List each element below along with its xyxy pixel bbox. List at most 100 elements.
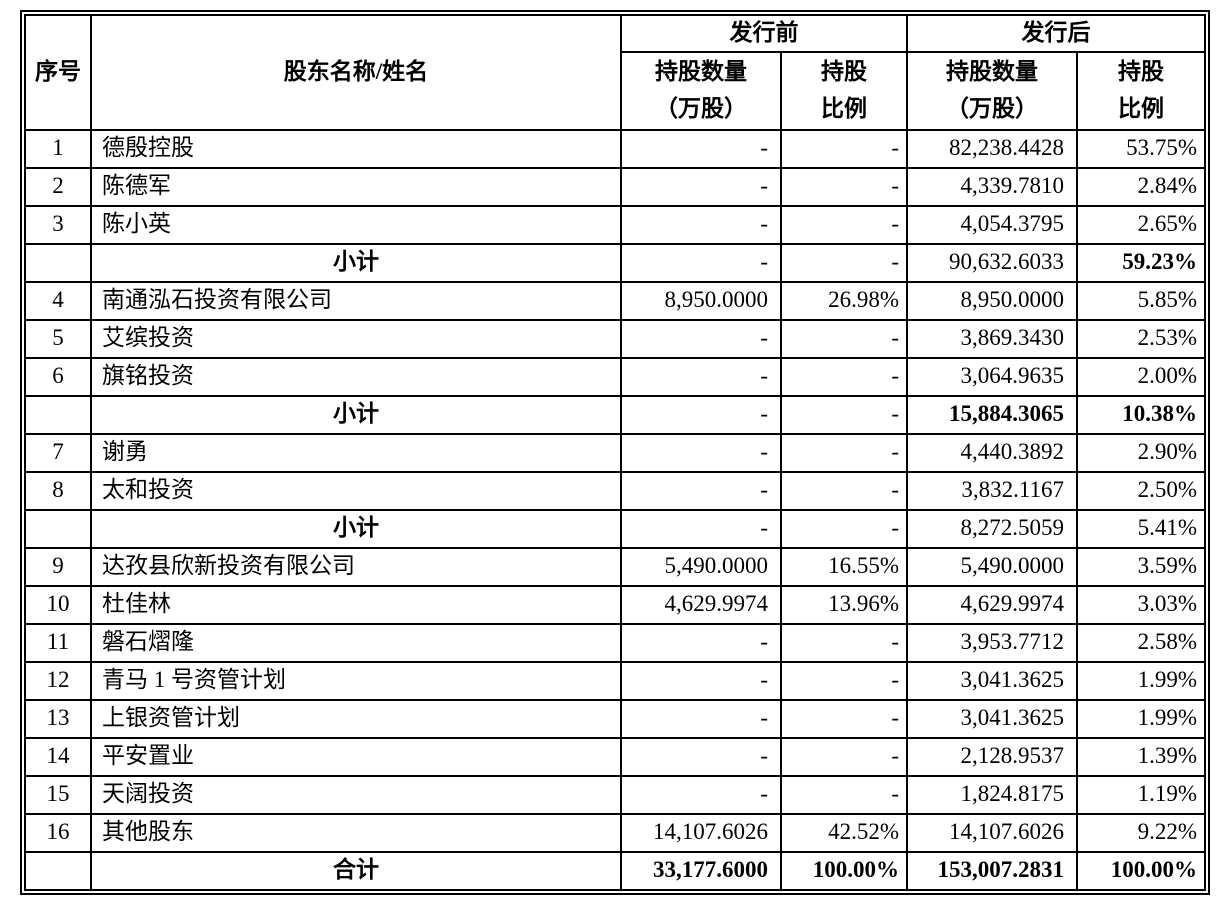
cell-name: 德殷控股: [90, 128, 622, 169]
cell-post-pct: 2.58%: [1076, 622, 1206, 663]
cell-post-pct: 2.00%: [1076, 356, 1206, 397]
cell-pre-qty: -: [620, 242, 782, 283]
cell-pre-qty: -: [620, 356, 782, 397]
table-row: 5 艾缤投资 - -3,869.3430 2.53%: [24, 318, 1206, 359]
cell-name: 南通泓石投资有限公司: [90, 280, 622, 321]
cell-no: 2: [24, 166, 92, 207]
cell-pre-qty: 4,629.9974: [620, 584, 782, 625]
cell-pre-qty: -: [620, 432, 782, 473]
header-post-group: 发行后: [906, 14, 1206, 53]
cell-name: 陈德军: [90, 166, 622, 207]
cell-pre-pct: -: [780, 318, 908, 359]
cell-no: 1: [24, 128, 92, 169]
cell-pre-pct: 100.00%: [780, 850, 908, 891]
cell-no: 8: [24, 470, 92, 511]
cell-post-qty: 15,884.3065: [906, 394, 1078, 435]
cell-post-pct: 100.00%: [1076, 850, 1206, 891]
cell-post-qty: 8,950.0000: [906, 280, 1078, 321]
table-row: 7 谢勇 - -4,440.3892 2.90%: [24, 432, 1206, 473]
table-row: 9 达孜县欣新投资有限公司 5,490.0000 16.55% 5,490.0000 3.…: [24, 546, 1206, 587]
shareholding-table: 序号 股东名称/姓名 发行前 发行后 持股数量 （万股） 持股 比例 持股数量 …: [24, 14, 1206, 891]
cell-post-pct: 2.53%: [1076, 318, 1206, 359]
cell-pre-pct: -: [780, 736, 908, 777]
cell-no: 6: [24, 356, 92, 397]
cell-pre-qty: -: [620, 318, 782, 359]
cell-post-pct: 2.65%: [1076, 204, 1206, 245]
cell-post-qty: 8,272.5059: [906, 508, 1078, 549]
cell-post-qty: 3,832.1167: [906, 470, 1078, 511]
table-row-subtotal: 小计 - -15,884.3065 10.38%: [24, 394, 1206, 435]
cell-pre-qty: 14,107.6026: [620, 812, 782, 853]
cell-post-pct: 5.85%: [1076, 280, 1206, 321]
cell-post-qty: 4,440.3892: [906, 432, 1078, 473]
cell-post-qty: 3,064.9635: [906, 356, 1078, 397]
cell-post-qty: 90,632.6033: [906, 242, 1078, 283]
cell-post-qty: 1,824.8175: [906, 774, 1078, 815]
cell-post-pct: 2.50%: [1076, 470, 1206, 511]
cell-name: 陈小英: [90, 204, 622, 245]
table-row: 2 陈德军 - -4,339.7810 2.84%: [24, 166, 1206, 207]
header-post-pct: 持股 比例: [1076, 50, 1206, 131]
cell-post-qty: 153,007.2831: [906, 850, 1078, 891]
header-sub-row: 持股数量 （万股） 持股 比例 持股数量 （万股） 持股 比例: [25, 50, 1206, 131]
cell-pre-qty: -: [620, 508, 782, 549]
cell-pre-qty: 33,177.6000: [620, 850, 782, 891]
table-row: 15 天阔投资 - -1,824.8175 1.19%: [24, 774, 1206, 815]
cell-pre-qty: -: [620, 166, 782, 207]
cell-post-qty: 3,041.3625: [906, 698, 1078, 739]
cell-no: 4: [24, 280, 92, 321]
cell-post-qty: 3,041.3625: [906, 660, 1078, 701]
cell-post-pct: 53.75%: [1076, 128, 1206, 169]
cell-pre-pct: -: [780, 204, 908, 245]
cell-name: 合计: [90, 850, 622, 891]
table-row: 12 青马 1 号资管计划 - -3,041.3625 1.99%: [24, 660, 1206, 701]
cell-pre-qty: -: [620, 622, 782, 663]
cell-pre-qty: 5,490.0000: [620, 546, 782, 587]
cell-post-pct: 5.41%: [1076, 508, 1206, 549]
cell-name: 杜佳林: [90, 584, 622, 625]
cell-post-pct: 2.90%: [1076, 432, 1206, 473]
table-header: 序号 股东名称/姓名 发行前 发行后 持股数量 （万股） 持股 比例 持股数量 …: [24, 14, 1206, 131]
header-pre-group: 发行前: [620, 14, 908, 53]
cell-pre-qty: -: [620, 470, 782, 511]
cell-no: 5: [24, 318, 92, 359]
cell-name: 达孜县欣新投资有限公司: [90, 546, 622, 587]
cell-pre-qty: -: [620, 698, 782, 739]
cell-pre-pct: 16.55%: [780, 546, 908, 587]
cell-no: 12: [24, 660, 92, 701]
cell-no: 7: [24, 432, 92, 473]
header-name: 股东名称/姓名: [90, 14, 622, 131]
cell-post-qty: 2,128.9537: [906, 736, 1078, 777]
table-row-total: 合计 33,177.6000 100.00% 153,007.2831 100.00%: [24, 850, 1206, 891]
cell-no: 3: [24, 204, 92, 245]
cell-post-pct: 1.99%: [1076, 698, 1206, 739]
cell-no: [24, 850, 92, 891]
cell-post-pct: 3.59%: [1076, 546, 1206, 587]
cell-pre-pct: -: [780, 470, 908, 511]
table-row: 3 陈小英 - -4,054.3795 2.65%: [24, 204, 1206, 245]
cell-pre-qty: -: [620, 736, 782, 777]
cell-name: 旗铭投资: [90, 356, 622, 397]
table-row: 14 平安置业 - -2,128.9537 1.39%: [24, 736, 1206, 777]
cell-post-pct: 10.38%: [1076, 394, 1206, 435]
cell-post-pct: 2.84%: [1076, 166, 1206, 207]
table-row: 16 其他股东 14,107.6026 42.52% 14,107.6026 9.22%: [24, 812, 1206, 853]
cell-post-qty: 3,869.3430: [906, 318, 1078, 359]
cell-pre-pct: 26.98%: [780, 280, 908, 321]
cell-pre-pct: 42.52%: [780, 812, 908, 853]
header-no: 序号: [24, 14, 92, 131]
cell-name: 小计: [90, 394, 622, 435]
cell-name: 天阔投资: [90, 774, 622, 815]
cell-pre-pct: -: [780, 432, 908, 473]
cell-pre-qty: -: [620, 774, 782, 815]
table-row: 6 旗铭投资 - -3,064.9635 2.00%: [24, 356, 1206, 397]
cell-no: 9: [24, 546, 92, 587]
cell-name: 上银资管计划: [90, 698, 622, 739]
cell-post-qty: 4,339.7810: [906, 166, 1078, 207]
cell-post-qty: 5,490.0000: [906, 546, 1078, 587]
table-row: 4 南通泓石投资有限公司 8,950.0000 26.98% 8,950.0000 5.8…: [24, 280, 1206, 321]
cell-name: 青马 1 号资管计划: [90, 660, 622, 701]
cell-no: [24, 394, 92, 435]
header-pre-qty: 持股数量 （万股）: [620, 50, 782, 131]
cell-no: 15: [24, 774, 92, 815]
